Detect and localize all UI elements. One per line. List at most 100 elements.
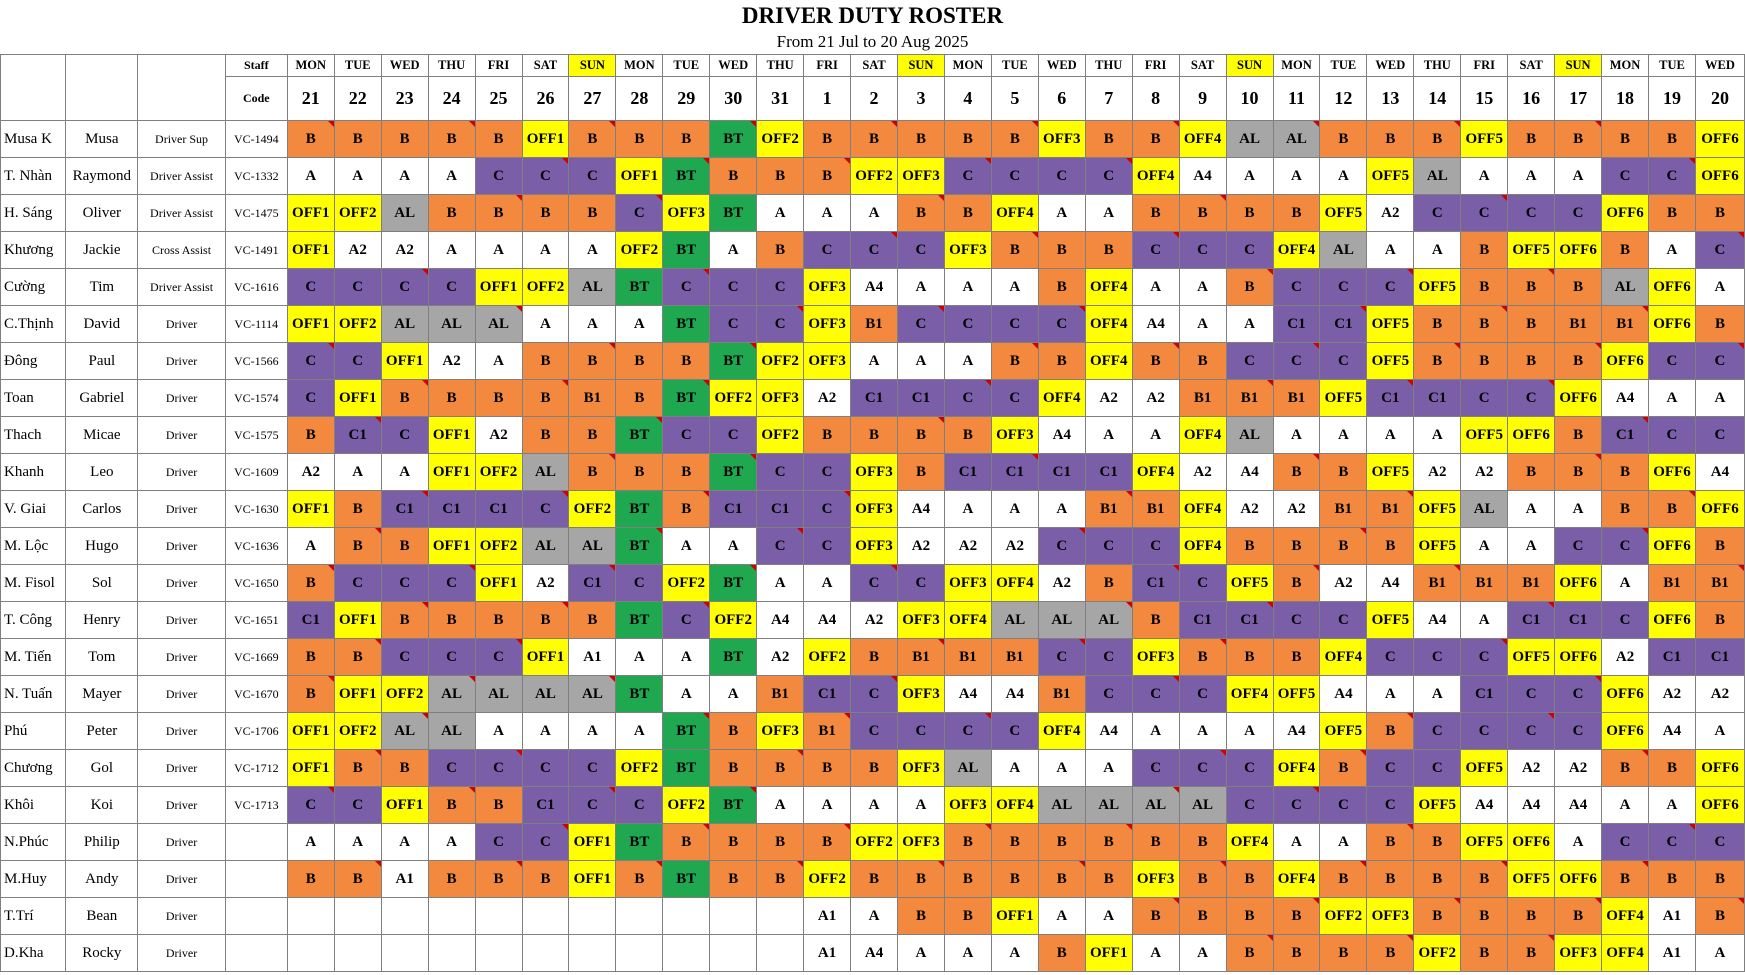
shift-cell[interactable]: A2 xyxy=(803,379,852,417)
shift-cell[interactable]: B xyxy=(521,860,570,898)
shift-cell[interactable]: AL xyxy=(380,305,429,343)
shift-cell[interactable]: B xyxy=(1084,823,1133,861)
shift-cell[interactable]: B1 xyxy=(850,305,898,343)
shift-cell[interactable]: B xyxy=(521,342,570,380)
shift-cell[interactable]: OFF5 xyxy=(1366,305,1415,343)
shift-cell[interactable]: A xyxy=(850,897,898,935)
shift-cell[interactable]: B xyxy=(427,601,476,639)
shift-cell[interactable]: OFF3 xyxy=(850,453,898,491)
shift-cell[interactable]: A xyxy=(1084,749,1133,787)
shift-cell[interactable]: OFF5 xyxy=(1413,786,1462,824)
shift-cell[interactable]: B xyxy=(1319,120,1368,158)
shift-cell[interactable]: A4 xyxy=(1225,453,1274,491)
shift-cell[interactable]: C xyxy=(1225,231,1274,269)
shift-cell[interactable]: B1 xyxy=(897,638,945,676)
shift-cell[interactable]: AL xyxy=(427,712,476,750)
shift-cell[interactable]: C xyxy=(1272,601,1321,639)
shift-cell[interactable]: B xyxy=(990,231,1039,269)
shift-cell[interactable]: C xyxy=(1131,527,1180,565)
shift-cell[interactable]: A xyxy=(1037,194,1086,232)
shift-cell[interactable]: AL xyxy=(474,675,523,713)
shift-cell[interactable]: C xyxy=(1648,823,1696,861)
shift-cell[interactable]: B xyxy=(1648,749,1696,787)
shift-cell[interactable]: A xyxy=(568,712,617,750)
shift-cell[interactable]: B xyxy=(474,120,523,158)
shift-cell[interactable]: OFF6 xyxy=(1601,712,1649,750)
shift-cell[interactable]: OFF1 xyxy=(427,416,476,454)
shift-cell[interactable]: OFF4 xyxy=(1084,342,1133,380)
shift-cell[interactable]: OFF2 xyxy=(756,342,805,380)
shift-cell[interactable]: C1 xyxy=(333,416,382,454)
shift-cell[interactable]: B xyxy=(568,416,617,454)
shift-cell[interactable]: A xyxy=(1225,305,1274,343)
shift-cell[interactable]: C xyxy=(1225,786,1274,824)
shift-cell[interactable]: OFF2 xyxy=(615,231,664,269)
shift-cell[interactable]: AL xyxy=(1460,490,1509,528)
shift-cell[interactable]: A xyxy=(1554,157,1603,195)
shift-cell[interactable]: A2 xyxy=(1648,675,1696,713)
shift-cell[interactable]: A xyxy=(1178,934,1227,972)
shift-cell[interactable]: A xyxy=(1272,416,1321,454)
shift-cell[interactable]: B xyxy=(662,490,711,528)
shift-cell[interactable]: C1 xyxy=(1648,638,1696,676)
shift-cell[interactable]: B xyxy=(1554,416,1603,454)
shift-cell[interactable]: B xyxy=(709,823,758,861)
shift-cell[interactable]: C xyxy=(709,305,758,343)
shift-cell[interactable]: A xyxy=(333,823,382,861)
shift-cell[interactable]: C xyxy=(521,823,570,861)
shift-cell[interactable]: B xyxy=(474,194,523,232)
shift-cell[interactable]: B xyxy=(1084,231,1133,269)
shift-cell[interactable]: B xyxy=(286,416,335,454)
shift-cell[interactable]: C xyxy=(1131,749,1180,787)
shift-cell[interactable]: A2 xyxy=(427,342,476,380)
shift-cell[interactable]: B xyxy=(850,416,898,454)
shift-cell[interactable]: OFF4 xyxy=(1131,453,1180,491)
shift-cell[interactable]: BT xyxy=(662,379,711,417)
shift-cell[interactable]: OFF4 xyxy=(990,786,1039,824)
shift-cell[interactable]: OFF2 xyxy=(1319,897,1368,935)
shift-cell[interactable]: B xyxy=(1601,749,1649,787)
shift-cell[interactable]: B xyxy=(1460,231,1509,269)
shift-cell[interactable]: A4 xyxy=(990,675,1039,713)
shift-cell[interactable]: B xyxy=(286,675,335,713)
shift-cell[interactable]: OFF2 xyxy=(568,490,617,528)
shift-cell[interactable]: A2 xyxy=(333,231,382,269)
shift-cell[interactable]: B xyxy=(1460,305,1509,343)
shift-cell[interactable]: OFF6 xyxy=(1554,564,1603,602)
shift-cell[interactable]: A xyxy=(333,453,382,491)
shift-cell[interactable]: C1 xyxy=(803,675,852,713)
shift-cell[interactable]: B xyxy=(897,860,945,898)
shift-cell[interactable]: B xyxy=(709,712,758,750)
shift-cell[interactable]: A xyxy=(1601,786,1649,824)
shift-cell[interactable]: BT xyxy=(615,823,664,861)
shift-cell[interactable]: B xyxy=(850,120,898,158)
shift-cell[interactable]: B xyxy=(568,342,617,380)
shift-cell[interactable]: OFF5 xyxy=(1272,675,1321,713)
shift-cell[interactable]: B xyxy=(1460,268,1509,306)
shift-cell[interactable]: B xyxy=(333,490,382,528)
shift-cell[interactable]: OFF4 xyxy=(1178,120,1227,158)
shift-cell[interactable]: B xyxy=(1507,453,1556,491)
shift-cell[interactable]: OFF5 xyxy=(1507,638,1556,676)
shift-cell[interactable]: C xyxy=(897,231,945,269)
shift-cell[interactable]: AL xyxy=(943,749,992,787)
shift-cell[interactable]: OFF3 xyxy=(897,675,945,713)
shift-cell[interactable]: A xyxy=(943,342,992,380)
shift-cell[interactable]: B xyxy=(474,379,523,417)
shift-cell[interactable]: C1 xyxy=(1131,564,1180,602)
shift-cell[interactable]: B xyxy=(1366,120,1415,158)
shift-cell[interactable]: B xyxy=(1554,897,1603,935)
shift-cell[interactable]: C1 xyxy=(1319,305,1368,343)
shift-cell[interactable]: OFF4 xyxy=(1601,897,1649,935)
shift-cell[interactable]: A4 xyxy=(1554,786,1603,824)
shift-cell[interactable]: A xyxy=(1554,823,1603,861)
shift-cell[interactable]: AL xyxy=(380,194,429,232)
shift-cell[interactable]: C xyxy=(1319,786,1368,824)
shift-cell[interactable]: A2 xyxy=(1554,749,1603,787)
shift-cell[interactable]: OFF4 xyxy=(1037,379,1086,417)
shift-cell[interactable]: C xyxy=(1648,157,1696,195)
shift-cell[interactable]: C xyxy=(427,564,476,602)
shift-cell[interactable]: OFF6 xyxy=(1554,379,1603,417)
shift-cell[interactable]: C1 xyxy=(568,564,617,602)
shift-cell[interactable]: B xyxy=(990,823,1039,861)
